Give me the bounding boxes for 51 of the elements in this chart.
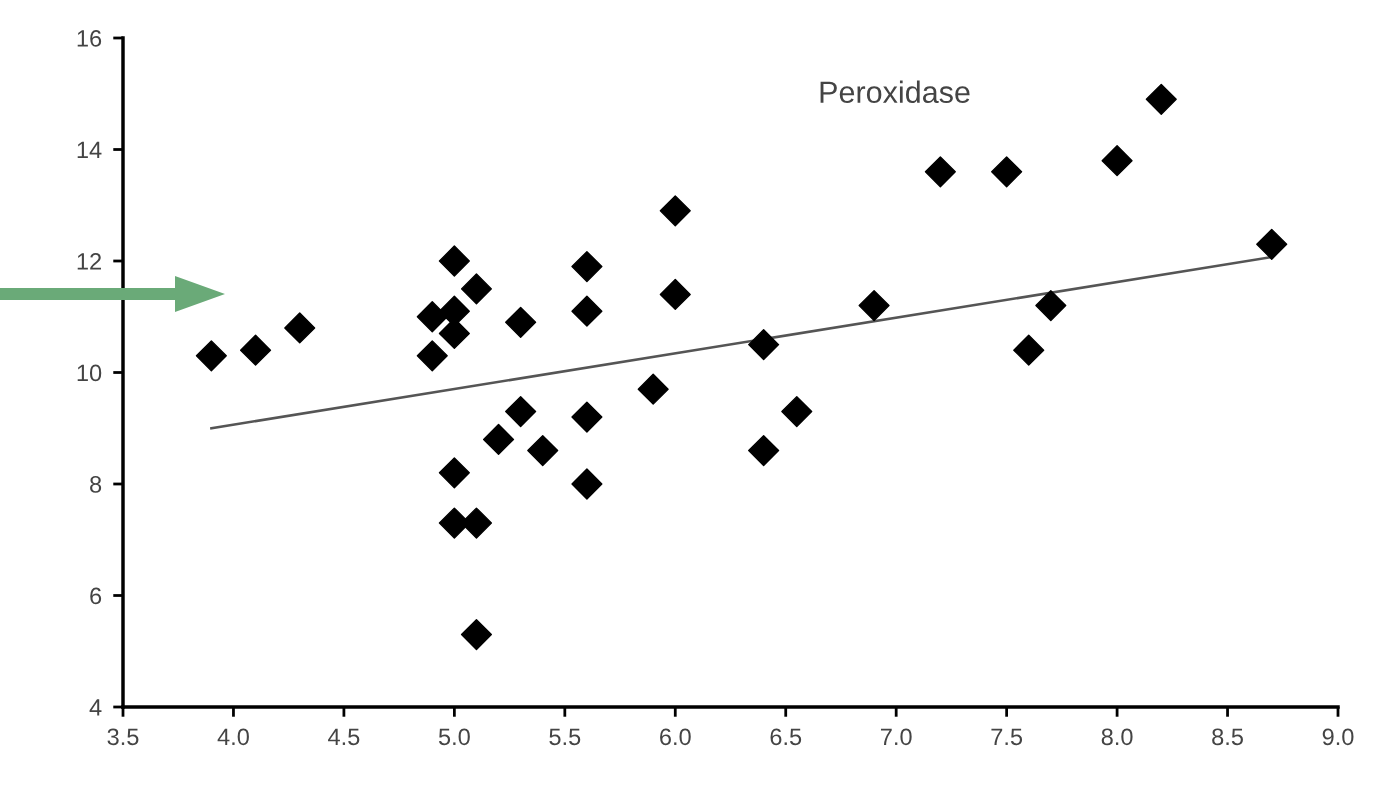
point <box>924 156 956 188</box>
point <box>284 312 316 344</box>
point <box>858 290 890 322</box>
point <box>505 306 537 338</box>
point <box>1013 334 1045 366</box>
point <box>505 395 537 428</box>
point <box>659 278 691 311</box>
point <box>416 301 448 333</box>
point <box>571 401 603 433</box>
point <box>1101 145 1133 177</box>
x-tick-label: 7.0 <box>880 728 912 746</box>
x-tick-label: 6.5 <box>770 728 802 746</box>
x-tick-label: 4.5 <box>328 728 360 746</box>
x-tick-label: 7.5 <box>991 728 1023 746</box>
x-tick-label: 8.0 <box>1101 728 1133 746</box>
point <box>1256 228 1288 260</box>
point <box>416 340 448 372</box>
x-tick-label: 9.0 <box>1322 728 1354 746</box>
point <box>438 245 470 277</box>
point <box>571 295 603 327</box>
point <box>482 423 515 455</box>
point <box>1035 290 1067 322</box>
point <box>991 156 1023 188</box>
point <box>781 395 813 428</box>
point <box>460 273 493 305</box>
y-tick-label: 6 <box>90 587 102 605</box>
point <box>527 434 559 467</box>
x-tick-label: 8.5 <box>1212 728 1243 746</box>
x-tick-label: 4.0 <box>217 728 249 746</box>
point <box>1145 83 1177 115</box>
y-tick-label: 16 <box>77 30 102 47</box>
y-tick-label: 14 <box>77 141 102 159</box>
point <box>239 334 272 366</box>
point <box>195 340 227 372</box>
point <box>571 250 603 283</box>
point <box>659 195 691 227</box>
annotation: Peroxidase <box>820 80 970 104</box>
point <box>571 468 603 500</box>
point <box>460 618 493 651</box>
point <box>637 373 669 405</box>
point <box>748 434 780 467</box>
y-tick-label: 12 <box>77 253 101 270</box>
x-tick-label: 3.5 <box>107 728 139 746</box>
x-tick-label: 5.5 <box>549 728 581 746</box>
y-tick-label: 10 <box>77 364 102 382</box>
x-tick-label: 5.0 <box>438 728 470 746</box>
point <box>438 457 470 489</box>
y-tick-label: 8 <box>90 476 102 493</box>
point <box>748 329 780 361</box>
y-tick-label: 4 <box>89 699 102 716</box>
x-tick-label: 6.0 <box>660 728 691 746</box>
